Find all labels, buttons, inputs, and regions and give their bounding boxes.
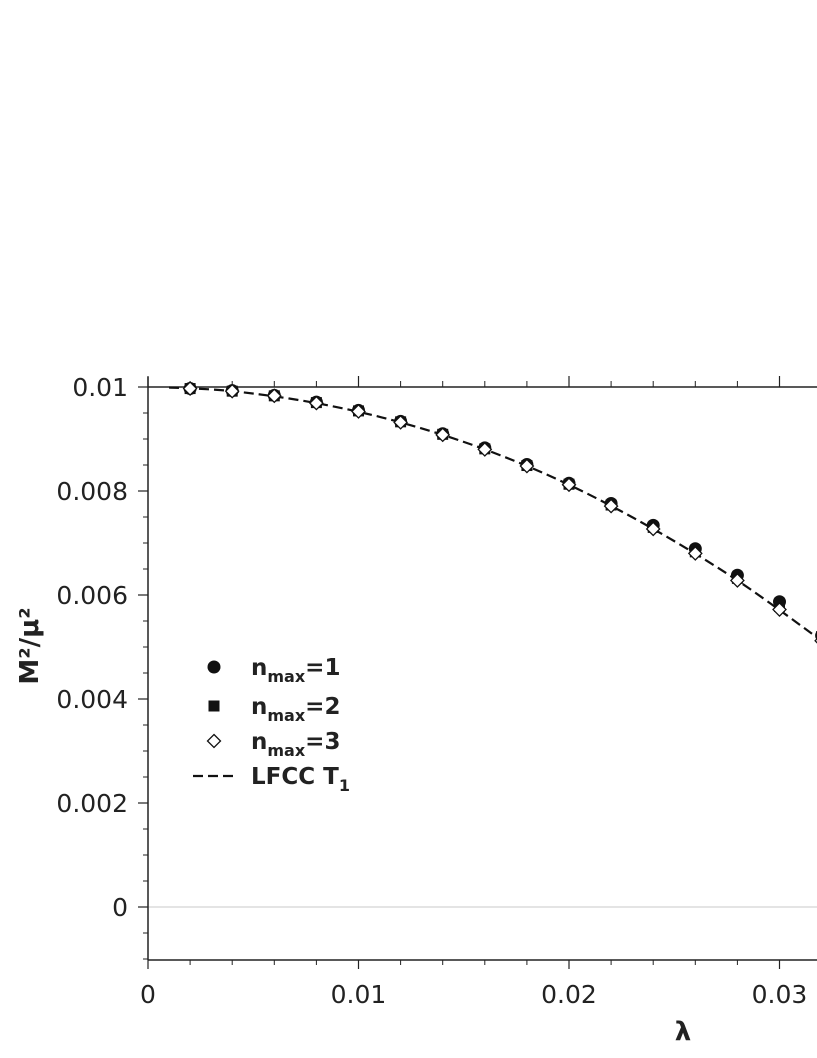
legend-label-suffix: =1 xyxy=(305,655,340,681)
curve-layer xyxy=(168,386,817,639)
legend-label: nmax=2 xyxy=(251,694,340,725)
x-tick-label: 0.01 xyxy=(331,980,387,1009)
legend-entry-3: nmax=3 xyxy=(206,729,340,760)
legend-marker xyxy=(208,700,220,712)
legend-entry-2: nmax=2 xyxy=(208,694,340,725)
legend-label-base: n xyxy=(251,694,267,720)
legend-label-subscript: 1 xyxy=(339,776,350,795)
y-tick-label: 0.01 xyxy=(72,373,128,402)
y-tick-label: 0.006 xyxy=(56,581,128,610)
data-point-series-3 xyxy=(308,395,324,411)
data-point-series-3 xyxy=(561,477,577,493)
data-points xyxy=(182,381,817,644)
series-3-points xyxy=(182,381,817,644)
axes xyxy=(138,376,817,969)
data-point-series-3 xyxy=(393,414,409,430)
legend-label-subscript: max xyxy=(267,667,305,686)
series-curve-lfcc xyxy=(168,386,817,639)
x-tick-label: 0 xyxy=(140,980,156,1009)
legend-entry-1: nmax=1 xyxy=(207,655,340,686)
legend-label-subscript: max xyxy=(267,741,305,760)
x-axis-title: λ xyxy=(675,1017,691,1047)
legend-label-base: n xyxy=(251,729,267,755)
data-point-series-3 xyxy=(603,498,619,514)
x-tick-label: 0.03 xyxy=(752,980,808,1009)
data-point-series-3 xyxy=(224,383,240,399)
legend-label-suffix: =3 xyxy=(305,729,340,755)
legend-label-base: LFCC T xyxy=(251,764,339,790)
data-point-series-3 xyxy=(351,404,366,419)
legend-entry-4: LFCC T1 xyxy=(193,764,350,795)
data-point-series-3 xyxy=(182,381,198,396)
legend-marker xyxy=(207,660,221,674)
y-axis-title: M²/μ² xyxy=(15,607,45,684)
y-tick-label: 0.002 xyxy=(56,789,128,818)
legend-label-subscript: max xyxy=(267,706,305,725)
legend-label-suffix: =2 xyxy=(305,694,340,720)
tick-labels: 0 0.01 0.02 0.03 0 0.002 0.004 0.006 0.008 0.01 xyxy=(56,373,807,1009)
data-point-series-3 xyxy=(477,441,493,457)
legend-label-base: n xyxy=(251,655,267,681)
data-point-series-3 xyxy=(687,545,703,561)
y-tick-label: 0.008 xyxy=(56,477,128,506)
y-tick-label: 0.004 xyxy=(56,685,128,714)
data-point-series-3 xyxy=(266,388,282,404)
legend-marker xyxy=(206,733,222,749)
legend-label: LFCC T1 xyxy=(251,764,350,795)
data-point-series-3 xyxy=(645,521,661,537)
legend-label: nmax=1 xyxy=(251,655,340,686)
x-tick-label: 0.02 xyxy=(541,980,597,1009)
data-point-series-3 xyxy=(519,458,535,474)
data-point-series-3 xyxy=(772,602,787,617)
data-point-series-3 xyxy=(435,427,451,443)
y-tick-label: 0 xyxy=(112,893,128,922)
data-point-series-3 xyxy=(729,573,745,588)
legend-label: nmax=3 xyxy=(251,729,340,760)
